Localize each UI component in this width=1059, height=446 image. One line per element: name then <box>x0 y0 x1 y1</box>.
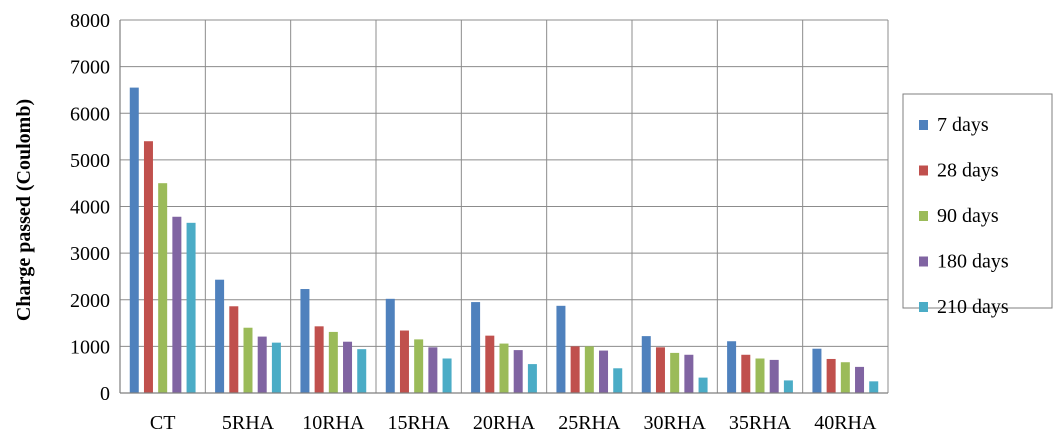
bars <box>129 87 879 393</box>
legend-label: 28 days <box>937 160 999 182</box>
x-tick-label: 15RHA <box>388 412 451 434</box>
x-tick-label: 35RHA <box>729 412 792 434</box>
y-tick-label: 1000 <box>70 336 110 358</box>
bar-20RHA-180-days <box>513 350 523 393</box>
bar-CT-210-days <box>186 222 196 393</box>
x-tick-label: 30RHA <box>644 412 707 434</box>
x-tick-label: 40RHA <box>814 412 877 434</box>
y-tick-label: 4000 <box>70 197 110 219</box>
y-tick-label: 8000 <box>70 10 110 32</box>
bar-35RHA-180-days <box>769 359 779 393</box>
bar-5RHA-180-days <box>257 336 267 393</box>
legend-label: 7 days <box>937 114 989 136</box>
bar-15RHA-7-days <box>385 298 395 393</box>
x-tick-label: CT <box>150 412 176 434</box>
legend-swatch <box>919 302 928 312</box>
bar-40RHA-210-days <box>869 381 879 393</box>
x-tick-label: 10RHA <box>302 412 365 434</box>
bar-35RHA-28-days <box>741 354 751 393</box>
bar-35RHA-90-days <box>755 358 765 393</box>
y-tick-label: 7000 <box>70 57 110 79</box>
y-tick-label: 3000 <box>70 243 110 265</box>
y-tick-label: 5000 <box>70 150 110 172</box>
bar-35RHA-210-days <box>783 380 793 393</box>
bar-CT-90-days <box>158 183 168 393</box>
bar-15RHA-180-days <box>428 347 438 393</box>
legend-swatch <box>919 256 928 267</box>
bar-35RHA-7-days <box>727 341 737 393</box>
x-tick-labels: CT 5RHA 10RHA 15RHA 20RHA 25RHA 30RHA 35RHA 40RH… <box>150 412 877 434</box>
bar-25RHA-180-days <box>599 350 609 393</box>
bar-5RHA-7-days <box>215 279 225 393</box>
bar-25RHA-28-days <box>570 346 580 393</box>
bar-25RHA-210-days <box>613 368 623 393</box>
bar-15RHA-210-days <box>442 358 452 393</box>
bar-20RHA-7-days <box>471 302 481 393</box>
bar-30RHA-90-days <box>670 352 680 393</box>
y-tick-label: 2000 <box>70 290 110 312</box>
x-tick-label: 25RHA <box>558 412 621 434</box>
bar-10RHA-28-days <box>314 326 324 393</box>
axes <box>119 20 888 394</box>
y-tick-label: 6000 <box>70 103 110 125</box>
bar-20RHA-90-days <box>499 343 509 393</box>
bar-15RHA-90-days <box>414 339 424 393</box>
legend-swatch <box>919 211 928 221</box>
bar-5RHA-90-days <box>243 327 253 393</box>
legend-swatch <box>919 165 928 176</box>
bar-40RHA-7-days <box>812 348 822 393</box>
bar-10RHA-180-days <box>343 341 353 393</box>
bar-5RHA-28-days <box>229 306 239 393</box>
bar-30RHA-210-days <box>698 377 708 393</box>
bar-25RHA-7-days <box>556 305 566 393</box>
bar-5RHA-210-days <box>271 342 281 393</box>
bar-40RHA-28-days <box>826 358 836 393</box>
x-tick-label: 5RHA <box>222 412 275 434</box>
bar-40RHA-90-days <box>840 362 850 393</box>
bar-CT-7-days <box>129 87 139 393</box>
y-tick-label: 0 <box>100 383 110 405</box>
bar-10RHA-7-days <box>300 289 310 393</box>
bar-30RHA-7-days <box>641 336 651 393</box>
bar-30RHA-28-days <box>655 347 665 393</box>
bar-CT-180-days <box>172 216 182 393</box>
bar-20RHA-28-days <box>485 335 495 393</box>
bar-30RHA-180-days <box>684 354 694 393</box>
y-axis-label: Charge passed (Coulomb) <box>13 99 35 321</box>
bar-10RHA-210-days <box>357 349 367 393</box>
bar-10RHA-90-days <box>328 331 338 393</box>
y-tick-labels: 0 1000 2000 3000 4000 5000 6000 7000 8000 <box>70 10 110 405</box>
legend-swatch <box>919 120 928 130</box>
bar-CT-28-days <box>143 141 153 393</box>
bar-20RHA-210-days <box>527 364 537 393</box>
bar-40RHA-180-days <box>855 366 865 393</box>
x-tick-label: 20RHA <box>473 412 536 434</box>
bar-15RHA-28-days <box>399 330 409 393</box>
legend: 7 days 28 days 90 days 180 days 210 days <box>902 93 1053 318</box>
legend-label: 180 days <box>937 251 1009 273</box>
bar-25RHA-90-days <box>584 346 594 393</box>
legend-label: 210 days <box>937 296 1009 318</box>
legend-label: 90 days <box>937 205 999 227</box>
